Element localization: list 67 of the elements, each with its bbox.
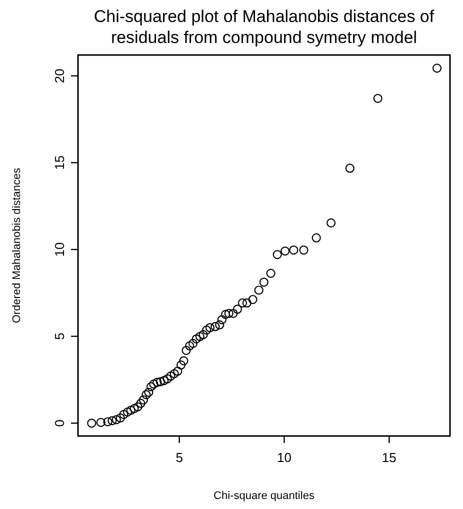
point	[259, 278, 268, 287]
point	[108, 416, 117, 426]
point	[116, 413, 125, 422]
point	[238, 298, 248, 308]
point	[138, 395, 148, 404]
point	[215, 320, 224, 330]
point	[228, 308, 238, 318]
point	[432, 64, 442, 73]
x-axis-title: Chi-square quantiles	[214, 490, 315, 502]
point	[96, 418, 106, 428]
point	[192, 334, 201, 344]
point	[205, 323, 215, 332]
point	[133, 402, 142, 412]
point	[142, 390, 151, 400]
y-tick-label: 5	[52, 332, 67, 340]
point	[345, 164, 354, 173]
point	[87, 418, 96, 428]
point	[195, 332, 204, 342]
point	[182, 346, 191, 355]
point	[210, 322, 220, 332]
point	[248, 294, 258, 304]
point	[173, 366, 182, 376]
point	[162, 374, 172, 384]
x-tick-label: 15	[382, 450, 396, 465]
point	[146, 382, 156, 392]
y-tick-label: 20	[52, 68, 67, 84]
point	[198, 330, 208, 340]
chart-title: Chi-squared plot of Mahalanobis distances of residuals from compound symetry model	[94, 7, 434, 47]
point	[179, 356, 188, 366]
point	[126, 406, 136, 415]
point	[159, 376, 169, 386]
point	[156, 377, 166, 386]
point	[373, 94, 382, 103]
y-tick-label: 0	[52, 420, 67, 427]
y-tick-label: 15	[52, 155, 67, 170]
point	[166, 372, 176, 381]
point	[232, 304, 242, 314]
point	[112, 415, 121, 424]
point	[272, 250, 282, 260]
x-tick-label: 10	[277, 450, 292, 465]
point	[188, 338, 198, 348]
point	[103, 417, 112, 426]
point	[289, 245, 298, 255]
point	[130, 404, 139, 414]
y-tick-label: 10	[52, 242, 67, 257]
point	[152, 378, 162, 387]
point	[299, 245, 308, 255]
point	[144, 388, 154, 397]
point	[170, 369, 179, 378]
point	[266, 268, 276, 278]
point	[176, 360, 186, 370]
point	[119, 410, 128, 420]
point	[254, 286, 264, 295]
point	[122, 407, 132, 417]
point	[149, 380, 158, 389]
point	[220, 310, 230, 319]
point	[224, 308, 234, 318]
y-axis-title: Ordered Mahalanobis distances	[11, 167, 23, 324]
point	[280, 246, 290, 256]
point	[217, 315, 226, 324]
point	[326, 218, 336, 228]
point	[202, 326, 212, 335]
point	[185, 341, 194, 350]
point	[136, 398, 146, 408]
point	[242, 298, 252, 308]
x-tick-label: 5	[176, 450, 183, 465]
point	[312, 233, 321, 242]
